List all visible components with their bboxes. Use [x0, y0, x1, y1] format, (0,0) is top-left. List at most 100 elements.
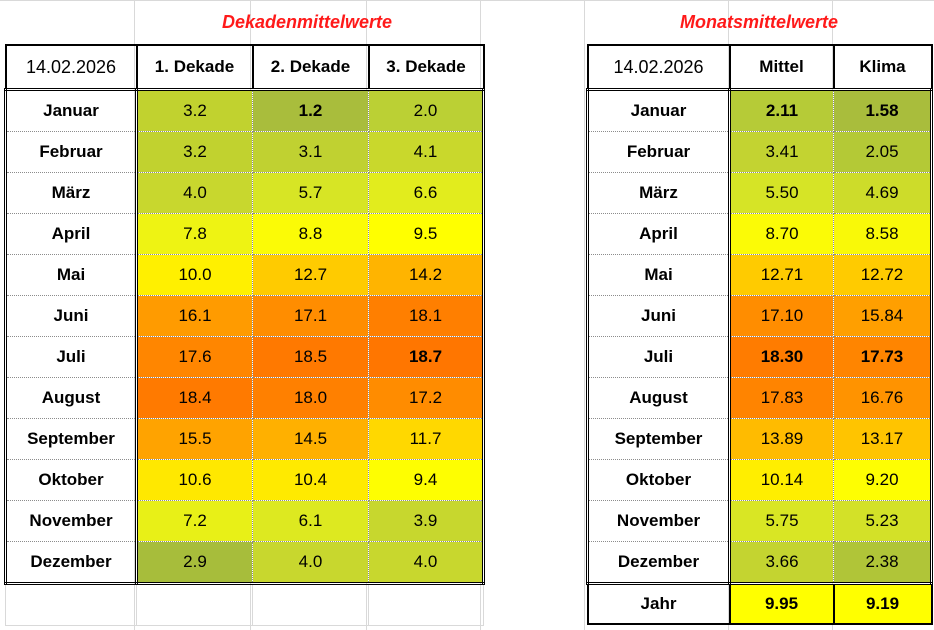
dekade-value-cell[interactable]: 1.2	[252, 88, 369, 132]
mittel-value-cell[interactable]: 5.50	[729, 172, 834, 214]
dekade-value-cell[interactable]: 3.9	[368, 500, 485, 542]
klima-value-cell[interactable]: 1.58	[833, 88, 933, 132]
dekade-value-cell[interactable]: 10.4	[252, 459, 369, 501]
dekade-value-cell[interactable]: 14.2	[368, 254, 485, 296]
klima-value-cell[interactable]: 15.84	[833, 295, 933, 337]
dekade-value-cell[interactable]: 14.5	[252, 418, 369, 460]
dekade-value-cell[interactable]: 10.0	[136, 254, 253, 296]
month-cell[interactable]: Januar	[586, 88, 731, 132]
dekade-value-cell[interactable]: 3.1	[252, 131, 369, 173]
dekade-value-cell[interactable]: 6.6	[368, 172, 485, 214]
dekade-value-cell[interactable]: 4.0	[136, 172, 253, 214]
dekade-value-cell[interactable]: 8.8	[252, 213, 369, 255]
dekade-value-cell[interactable]: 10.6	[136, 459, 253, 501]
dekade-value-cell[interactable]: 4.1	[368, 131, 485, 173]
dekade-value-cell[interactable]: 4.0	[368, 541, 485, 585]
mittel-value-cell[interactable]: 17.10	[729, 295, 834, 337]
dekade-value-cell[interactable]: 17.1	[252, 295, 369, 337]
year-klima-cell[interactable]: 9.19	[832, 582, 933, 625]
dekade-3-header[interactable]: 3. Dekade	[367, 44, 485, 91]
dekade-value-cell[interactable]: 18.7	[368, 336, 485, 378]
dekade-value-cell[interactable]: 7.2	[136, 500, 253, 542]
mittel-header[interactable]: Mittel	[728, 44, 835, 91]
empty-cell[interactable]	[136, 583, 253, 626]
mittel-value-cell[interactable]: 12.71	[729, 254, 834, 296]
dekade-value-cell[interactable]: 17.2	[368, 377, 485, 419]
klima-value-cell[interactable]: 5.23	[833, 500, 933, 542]
mittel-value-cell[interactable]: 3.66	[729, 541, 834, 585]
month-cell[interactable]: März	[4, 172, 138, 214]
month-cell[interactable]: August	[586, 377, 731, 419]
mittel-value-cell[interactable]: 18.30	[729, 336, 834, 378]
dekade-value-cell[interactable]: 18.1	[368, 295, 485, 337]
dekade-value-cell[interactable]: 3.2	[136, 88, 253, 132]
dekade-1-header[interactable]: 1. Dekade	[135, 44, 254, 91]
dekade-value-cell[interactable]: 3.2	[136, 131, 253, 173]
month-cell[interactable]: Mai	[4, 254, 138, 296]
dekade-value-cell[interactable]: 12.7	[252, 254, 369, 296]
month-cell[interactable]: Februar	[4, 131, 138, 173]
month-cell[interactable]: September	[586, 418, 731, 460]
month-cell[interactable]: April	[586, 213, 731, 255]
mittel-value-cell[interactable]: 8.70	[729, 213, 834, 255]
klima-value-cell[interactable]: 9.20	[833, 459, 933, 501]
month-cell[interactable]: Juli	[4, 336, 138, 378]
month-cell[interactable]: März	[586, 172, 731, 214]
empty-cell[interactable]	[5, 583, 137, 626]
mittel-value-cell[interactable]: 10.14	[729, 459, 834, 501]
dekade-value-cell[interactable]: 9.4	[368, 459, 485, 501]
mittel-value-cell[interactable]: 17.83	[729, 377, 834, 419]
dekade-value-cell[interactable]: 2.9	[136, 541, 253, 585]
monats-date-cell[interactable]: 14.02.2026	[586, 44, 731, 91]
klima-value-cell[interactable]: 12.72	[833, 254, 933, 296]
dekade-value-cell[interactable]: 5.7	[252, 172, 369, 214]
month-cell[interactable]: Dezember	[586, 541, 731, 585]
month-cell[interactable]: Mai	[586, 254, 731, 296]
dekade-value-cell[interactable]: 17.6	[136, 336, 253, 378]
klima-value-cell[interactable]: 13.17	[833, 418, 933, 460]
klima-value-cell[interactable]: 8.58	[833, 213, 933, 255]
month-cell[interactable]: April	[4, 213, 138, 255]
dekaden-date-cell[interactable]: 14.02.2026	[4, 44, 138, 91]
month-cell[interactable]: August	[4, 377, 138, 419]
year-label-cell[interactable]: Jahr	[586, 582, 731, 625]
month-cell[interactable]: November	[586, 500, 731, 542]
dekade-value-cell[interactable]: 4.0	[252, 541, 369, 585]
dekade-value-cell[interactable]: 18.5	[252, 336, 369, 378]
dekade-value-cell[interactable]: 7.8	[136, 213, 253, 255]
year-mittel-cell[interactable]: 9.95	[728, 582, 835, 625]
month-cell[interactable]: November	[4, 500, 138, 542]
month-cell[interactable]: Juni	[4, 295, 138, 337]
dekade-value-cell[interactable]: 18.4	[136, 377, 253, 419]
klima-value-cell[interactable]: 4.69	[833, 172, 933, 214]
month-cell[interactable]: Januar	[4, 88, 138, 132]
dekaden-row: Juli 17.6 18.5 18.7	[4, 336, 485, 378]
month-cell[interactable]: Oktober	[586, 459, 731, 501]
dekade-value-cell[interactable]: 2.0	[368, 88, 485, 132]
month-cell[interactable]: September	[4, 418, 138, 460]
mittel-value-cell[interactable]: 5.75	[729, 500, 834, 542]
dekade-value-cell[interactable]: 6.1	[252, 500, 369, 542]
mittel-value-cell[interactable]: 3.41	[729, 131, 834, 173]
dekade-value-cell[interactable]: 16.1	[136, 295, 253, 337]
klima-value-cell[interactable]: 17.73	[833, 336, 933, 378]
dekade-2-header[interactable]: 2. Dekade	[251, 44, 370, 91]
dekade-value-cell[interactable]: 9.5	[368, 213, 485, 255]
empty-cell[interactable]	[252, 583, 369, 626]
mittel-value-cell[interactable]: 13.89	[729, 418, 834, 460]
month-cell[interactable]: Juli	[586, 336, 731, 378]
klima-value-cell[interactable]: 16.76	[833, 377, 933, 419]
dekade-value-cell[interactable]: 11.7	[368, 418, 485, 460]
month-cell[interactable]: Oktober	[4, 459, 138, 501]
dekade-value-cell[interactable]: 15.5	[136, 418, 253, 460]
mittel-value-cell[interactable]: 2.11	[729, 88, 834, 132]
monats-row: November 5.75 5.23	[586, 500, 933, 542]
month-cell[interactable]: Juni	[586, 295, 731, 337]
klima-value-cell[interactable]: 2.38	[833, 541, 933, 585]
klima-header[interactable]: Klima	[832, 44, 933, 91]
month-cell[interactable]: Februar	[586, 131, 731, 173]
klima-value-cell[interactable]: 2.05	[833, 131, 933, 173]
empty-cell[interactable]	[368, 583, 484, 626]
month-cell[interactable]: Dezember	[4, 541, 138, 585]
dekade-value-cell[interactable]: 18.0	[252, 377, 369, 419]
